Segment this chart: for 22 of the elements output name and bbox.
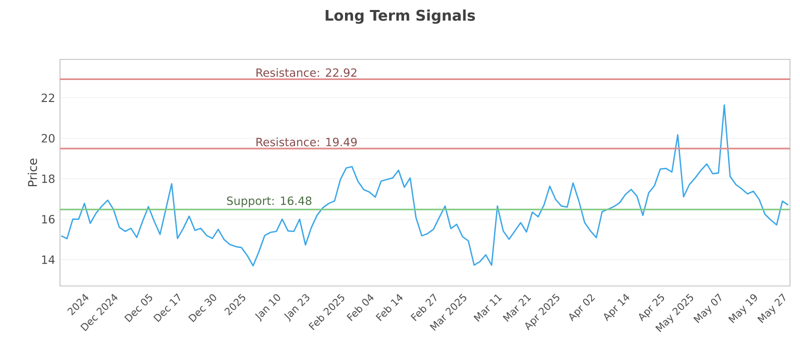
y-tick-label: 14 <box>42 256 55 264</box>
x-tick-label: Apr 25 <box>638 294 664 322</box>
x-tick-label: Jan 23 <box>284 294 310 322</box>
y-tick-label: 16 <box>42 214 55 224</box>
x-tick-label: Apr 02 <box>569 294 596 322</box>
x-tick-label: Dec 05 <box>124 294 152 322</box>
y-tick-label: 22 <box>42 94 54 102</box>
ref-line-label: Resistance: 22.92 <box>256 68 356 77</box>
x-tick-label: Feb 27 <box>410 294 436 322</box>
x-tick-label: Feb 04 <box>346 294 374 322</box>
y-tick-label: 18 <box>42 174 55 184</box>
x-tick-label: Feb 14 <box>376 294 403 322</box>
x-tick-label: Dec 30 <box>188 294 216 322</box>
chart-title: Long Term Signals <box>326 10 475 24</box>
line-series <box>60 104 789 266</box>
x-tick-label: Apr 14 <box>604 294 630 322</box>
ref-line-label: Support: 16.48 <box>227 196 312 208</box>
y-axis-title: Price <box>28 158 38 186</box>
x-tick-label: Jan 10 <box>255 294 280 322</box>
y-tick-label: 20 <box>42 134 55 143</box>
x-tick-label: Dec 17 <box>153 293 180 322</box>
ref-line-label: Resistance: 19.49 <box>256 138 357 146</box>
